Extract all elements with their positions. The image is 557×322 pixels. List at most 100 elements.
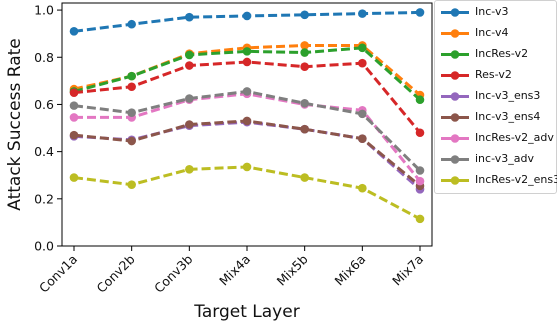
data-point <box>358 183 367 193</box>
legend-marker <box>450 113 460 122</box>
series-line <box>73 119 421 188</box>
x-tick-label: Mix7a <box>389 252 426 289</box>
series-Inc-v3_ens4 <box>69 116 425 191</box>
data-point <box>300 98 309 108</box>
legend-swatch <box>441 29 469 38</box>
data-point <box>242 47 252 56</box>
data-point <box>185 94 194 103</box>
data-point <box>127 108 136 118</box>
legend-label: IncRes-v2_ens3 <box>475 173 557 186</box>
data-point <box>358 109 367 119</box>
legend-marker <box>450 134 460 143</box>
data-point <box>300 48 309 57</box>
legend-item: inc-v3_adv <box>435 150 556 169</box>
y-axis-ticks: 0.0 0.2 0.4 0.6 0.8 1.0 <box>34 3 62 254</box>
legend-swatch <box>441 8 469 17</box>
data-point <box>415 214 425 224</box>
legend-label: IncRes-v2 <box>475 47 529 60</box>
legend-swatch <box>441 155 469 164</box>
data-point <box>69 101 79 110</box>
series-inc-v3_adv <box>69 87 425 175</box>
legend-item: Inc-v3_ens3 <box>435 87 556 106</box>
data-point <box>358 134 367 143</box>
legend-item: IncRes-v2_adv <box>435 129 556 148</box>
data-point <box>242 87 252 96</box>
y-tick-label: 0.0 <box>34 239 54 254</box>
series-Inc-v3_ens3 <box>69 117 425 194</box>
legend-swatch <box>441 176 469 185</box>
x-tick-label: Conv1a <box>36 252 80 296</box>
x-tick-label: Mix6a <box>331 252 368 289</box>
data-point <box>300 62 309 71</box>
data-point <box>185 61 194 70</box>
legend-label: Inc-v4 <box>475 26 509 39</box>
legend-label: IncRes-v2_adv <box>475 131 554 144</box>
legend-marker <box>450 155 460 164</box>
data-point <box>127 136 136 146</box>
legend-item: Inc-v3 <box>435 3 556 22</box>
series-IncRes-v2_ens3 <box>69 162 425 224</box>
legend-marker <box>450 176 460 185</box>
data-point <box>185 12 194 22</box>
y-tick-label: 0.6 <box>34 97 54 112</box>
data-point <box>358 9 367 18</box>
x-axis-label: Target Layer <box>193 302 299 322</box>
legend-label: inc-v3_adv <box>475 152 534 165</box>
data-point <box>300 41 309 50</box>
data-point <box>242 116 252 126</box>
series-Res-v2 <box>69 57 425 138</box>
legend-swatch <box>441 92 469 101</box>
legend-marker <box>450 29 460 38</box>
legend-item: IncRes-v2_ens3 <box>435 171 557 190</box>
legend-item: Res-v2 <box>435 66 556 85</box>
data-point <box>69 113 79 122</box>
data-point <box>242 11 252 21</box>
x-tick-label: Conv2b <box>94 251 138 295</box>
x-tick-label: Mix5b <box>274 251 311 288</box>
x-tick-label: Mix4a <box>216 252 253 289</box>
legend-marker <box>450 50 460 59</box>
data-point <box>69 88 79 97</box>
y-tick-label: 1.0 <box>34 3 54 18</box>
legend-item: IncRes-v2 <box>435 45 556 64</box>
y-tick-label: 0.2 <box>34 191 54 206</box>
legend-swatch <box>441 113 469 122</box>
data-point <box>127 82 136 92</box>
y-axis-label: Attack Success Rate <box>5 38 25 211</box>
series-line <box>73 89 422 172</box>
legend-marker <box>450 8 460 17</box>
data-point <box>415 166 425 175</box>
legend-item: Inc-v3_ens4 <box>435 108 556 127</box>
data-point <box>69 130 79 140</box>
series-line <box>73 165 421 221</box>
data-point <box>242 57 252 67</box>
legend-swatch <box>441 71 469 80</box>
x-tick-label: Conv3b <box>151 251 195 295</box>
legend-item: Inc-v4 <box>435 24 556 43</box>
legend-label: Res-v2 <box>475 68 512 81</box>
data-point <box>185 120 194 129</box>
data-point <box>358 58 367 68</box>
data-point <box>127 180 136 189</box>
data-point <box>415 176 425 186</box>
legend-marker <box>450 92 460 101</box>
data-point <box>242 162 252 172</box>
data-point <box>185 50 194 60</box>
legend: Inc-v3 Inc-v4 IncRes-v2 Res-v2 Inc-v3_ens3 In… <box>434 0 557 194</box>
y-tick-label: 0.4 <box>34 144 54 159</box>
legend-label: Inc-v3_ens4 <box>475 110 541 123</box>
legend-swatch <box>441 50 469 59</box>
data-point <box>415 8 425 17</box>
legend-label: Inc-v3_ens3 <box>475 89 541 102</box>
data-point <box>69 27 79 36</box>
x-axis-ticks: Conv1a Conv2b Conv3b Mix4a Mix5b Mix6a Mix7a <box>36 246 426 296</box>
data-point <box>127 71 136 81</box>
legend-label: Inc-v3 <box>475 5 509 18</box>
series-line <box>73 120 421 191</box>
data-point <box>127 19 136 29</box>
data-point <box>300 10 309 20</box>
data-point <box>69 173 79 182</box>
data-point <box>300 124 309 134</box>
series-layer <box>69 8 425 224</box>
series-Inc-v3 <box>69 8 425 36</box>
